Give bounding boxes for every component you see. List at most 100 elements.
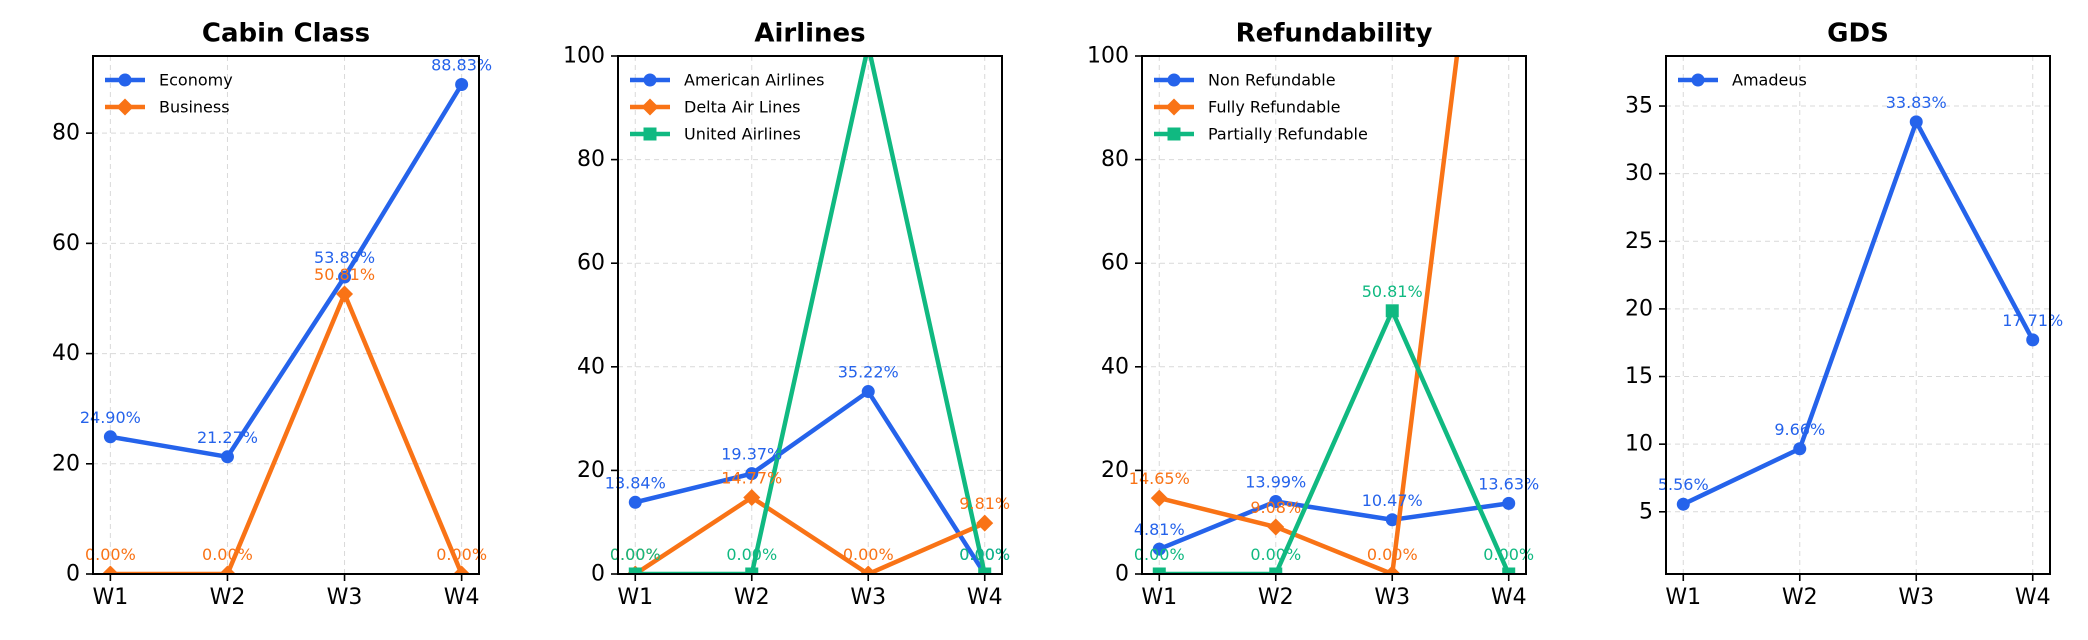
chart-gds-ytick-label: 30 <box>1625 161 1653 186</box>
chart-cabin-class-series-economy-line <box>109 83 464 460</box>
chart-refundability-legend-label: Non Refundable <box>1208 71 1336 90</box>
chart-cabin-class-series-business-point <box>336 285 354 303</box>
chart-airlines-series-united-airlines-point <box>978 567 992 574</box>
chart-cabin-class-series-economy-point <box>103 430 117 444</box>
chart-gds-series-amadeus-data-label: 17.71% <box>2002 311 2063 330</box>
chart-refundability-xtick-label: W3 <box>1374 585 1410 610</box>
chart-airlines-series-american-airlines-point <box>745 467 759 481</box>
chart-cabin-class-series-economy-data-label: 53.89% <box>314 248 375 267</box>
chart-gds-plot-area <box>1676 115 2040 511</box>
chart-airlines-series-american-airlines-data-label: 0.00% <box>959 545 1010 564</box>
chart-gds-series-amadeus-point <box>1793 442 1807 456</box>
chart-refundability-legend-label: Partially Refundable <box>1208 125 1368 144</box>
chart-airlines-series-american-airlines-point <box>861 385 875 399</box>
chart-cabin-class-plot-area <box>101 77 471 574</box>
chart-refundability-series-fully-refundable-line <box>1158 56 1460 574</box>
chart-cabin-class-series-economy-data-label: 88.83% <box>431 55 492 74</box>
chart-airlines-xtick-label: W1 <box>617 585 653 610</box>
chart-airlines-legend: American Airlines Delta Air Lines United A… <box>630 71 824 144</box>
chart-airlines-series-united-airlines-point <box>628 567 642 574</box>
chart-gds-series-amadeus-data-label: 5.56% <box>1658 475 1709 494</box>
chart-airlines-series-delta-air-lines-data-label: 9.81% <box>959 494 1010 513</box>
chart-gds-axes-frame <box>1665 55 2051 575</box>
chart-airlines-series-american-airlines-point <box>628 495 642 509</box>
chart-refundability-plot-area <box>1150 56 1516 574</box>
chart-cabin-class-series-business-line <box>110 291 464 574</box>
chart-refundability-series-non-refundable-data-label: 4.81% <box>1134 520 1185 539</box>
chart-gds-series-amadeus-point <box>1676 497 1690 511</box>
chart-gds-xtick-label: W3 <box>1898 585 1934 610</box>
chart-cabin-class-ytick-label: 80 <box>52 121 80 146</box>
chart-gds-ytick-label: 10 <box>1625 432 1653 457</box>
chart-refundability-series-non-refundable-point <box>1385 513 1399 527</box>
chart-airlines-series-delta-air-lines-point <box>743 488 761 506</box>
chart-cabin-class-axes-frame <box>92 55 480 575</box>
chart-airlines-ytick-label: 20 <box>577 458 605 483</box>
chart-refundability-legend: Non Refundable Fully Refundable Partially … <box>1154 71 1368 144</box>
chart-airlines-ytick-label: 80 <box>577 147 605 172</box>
chart-airlines-title: Airlines <box>754 19 865 49</box>
chart-refundability-series-partially-refundable-point <box>1502 567 1516 574</box>
chart-refundability: Refundability 4.81% 13.99% 10.47% 13.63% 14.6… <box>1087 19 1539 611</box>
chart-refundability-xtick-label: W2 <box>1258 585 1294 610</box>
chart-cabin-class-series-business-point <box>453 565 471 574</box>
chart-airlines-series-american-airlines-data-label: 13.84% <box>605 473 666 492</box>
chart-cabin-class-title: Cabin Class <box>202 19 370 49</box>
chart-gds-ytick-label: 20 <box>1625 296 1653 321</box>
chart-airlines-xtick-label: W3 <box>850 585 886 610</box>
chart-airlines-legend-marker <box>641 98 659 116</box>
chart-airlines-legend-label: Delta Air Lines <box>684 98 801 117</box>
chart-airlines-series-delta-air-lines-data-label: 0.00% <box>610 545 661 564</box>
chart-cabin-class-xtick-label: W3 <box>327 585 363 610</box>
chart-gds: GDS 5.56% 9.66% 33.83% 17.71% W1 W2 W3 W4 5 10 15 20… <box>1625 19 2063 611</box>
chart-refundability-legend-label: Fully Refundable <box>1208 98 1340 117</box>
chart-airlines-series-american-airlines-data-label: 19.37% <box>721 445 782 464</box>
chart-refundability-series-partially-refundable-data-label: 0.00% <box>1134 545 1185 564</box>
chart-refundability-series-partially-refundable-data-label: 50.81% <box>1362 282 1423 301</box>
chart-airlines-series-united-airlines-data-label: 0.00% <box>959 545 1010 564</box>
chart-cabin-class-ytick-label: 20 <box>52 451 80 476</box>
chart-cabin-class-series-economy-point <box>338 270 352 284</box>
chart-airlines-ytick-label: 0 <box>591 562 605 587</box>
chart-gds-ytick-label: 25 <box>1625 229 1653 254</box>
chart-refundability-series-non-refundable-point <box>1269 495 1283 509</box>
chart-airlines-series-delta-air-lines-line <box>634 495 986 574</box>
chart-airlines-series-delta-air-lines-point <box>976 514 994 532</box>
chart-refundability-legend-marker <box>1165 98 1183 116</box>
chart-cabin-class-series-business-data-label: 0.00% <box>85 545 136 564</box>
chart-cabin-class-series-economy-point <box>455 77 469 91</box>
chart-gds-legend: Amadeus <box>1678 71 1807 90</box>
chart-gds-legend-marker <box>1691 73 1705 87</box>
chart-airlines: Airlines 13.84% 19.37% 35.22% 0.00% 0.00% 14.7… <box>563 19 1010 611</box>
chart-gds-ytick-label: 35 <box>1625 94 1653 119</box>
chart-cabin-class-legend-marker <box>118 73 132 87</box>
chart-refundability-xtick-label: W1 <box>1141 585 1177 610</box>
chart-airlines-xtick-label: W4 <box>967 585 1003 610</box>
chart-refundability-axes-frame <box>1141 55 1527 575</box>
chart-refundability-series-non-refundable-point <box>1152 542 1166 556</box>
chart-gds-legend-label: Amadeus <box>1732 71 1807 90</box>
chart-cabin-class-series-business-data-label: 0.00% <box>202 545 253 564</box>
chart-airlines-plot-area <box>626 56 994 574</box>
chart-cabin-class-series-economy-data-label: 24.90% <box>80 408 141 427</box>
chart-refundability-series-partially-refundable-point <box>1385 304 1399 318</box>
chart-airlines-series-delta-air-lines-data-label: 14.77% <box>721 468 782 487</box>
chart-cabin-class-series-economy-point <box>220 450 234 464</box>
chart-cabin-class-legend: Economy Business <box>105 71 233 117</box>
chart-refundability-series-non-refundable-data-label: 10.47% <box>1362 491 1423 510</box>
chart-refundability-ytick-label: 80 <box>1101 147 1129 172</box>
chart-refundability-series-fully-refundable-point <box>1383 565 1401 574</box>
chart-refundability-series-partially-refundable-data-label: 0.00% <box>1483 545 1534 564</box>
chart-refundability-series-non-refundable-point <box>1502 496 1516 510</box>
chart-refundability-ytick-label: 40 <box>1101 354 1129 379</box>
chart-airlines-series-united-airlines-point <box>745 567 759 574</box>
chart-airlines-ytick-label: 60 <box>577 251 605 276</box>
chart-airlines-series-american-airlines-line <box>634 389 987 574</box>
chart-airlines-legend-marker <box>643 73 657 87</box>
chart-refundability-ytick-label: 60 <box>1101 251 1129 276</box>
chart-cabin-class-series-business-point <box>101 565 119 574</box>
chart-refundability-series-partially-refundable-data-label: 0.00% <box>1250 545 1301 564</box>
chart-airlines-legend-marker <box>643 127 657 141</box>
chart-gds-title: GDS <box>1827 19 1889 49</box>
